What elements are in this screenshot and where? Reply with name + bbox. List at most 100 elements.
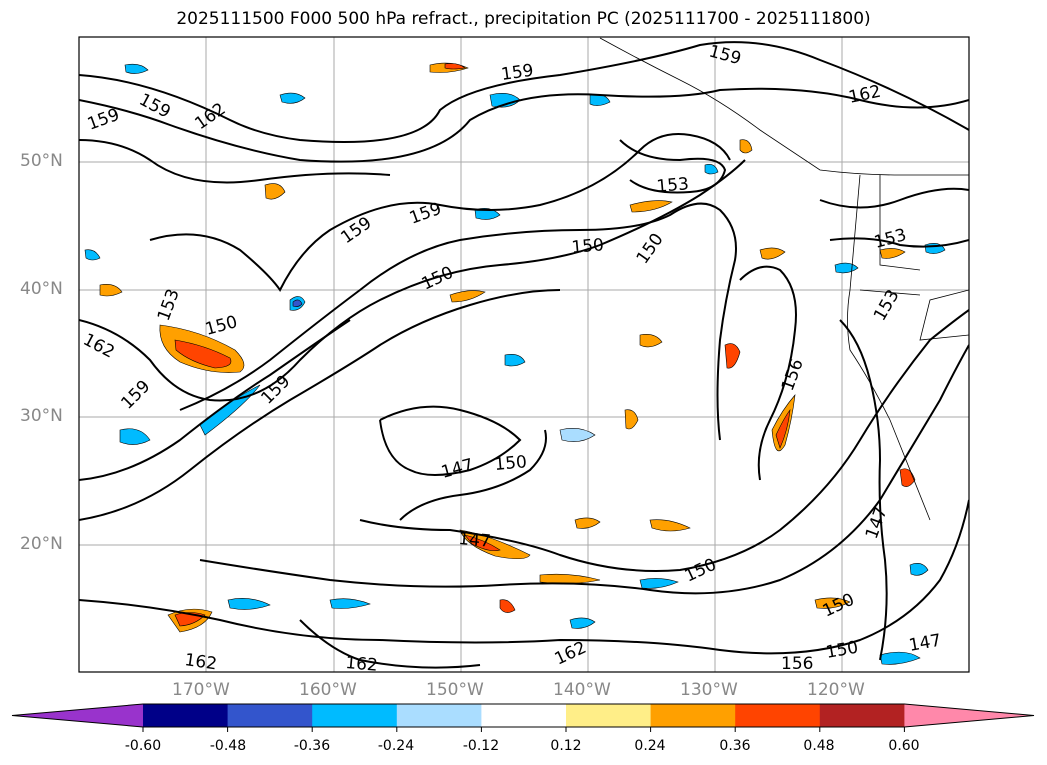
colorbar-label: -0.12 (462, 738, 500, 754)
colorbar-swatch (143, 704, 229, 727)
precip-patch (724, 343, 741, 369)
precip-patch (739, 139, 753, 154)
precip-patch (464, 534, 501, 552)
contour-line (79, 87, 969, 163)
lon-tick-label: 170°W (172, 680, 230, 700)
precip-patch (639, 578, 679, 589)
colorbar-over-arrow (904, 704, 1034, 727)
colorbar-label: 0.12 (550, 738, 582, 754)
precip-patch (879, 651, 921, 665)
contour-line (829, 237, 969, 248)
contour-line (79, 319, 351, 481)
precip-patch (814, 597, 851, 609)
precip-patch (879, 248, 906, 259)
coastline (859, 175, 921, 296)
contour-line (79, 139, 391, 184)
refractivity-contours (79, 41, 969, 669)
lat-tick-label: 30°N (20, 406, 63, 426)
plot-title: 2025111500 F000 500 hPa refract., precip… (176, 9, 871, 29)
precip-patch (569, 617, 596, 629)
colorbar-swatch (650, 704, 736, 727)
lon-tick-label: 160°W (299, 680, 357, 700)
lon-tick-label: 140°W (553, 680, 611, 700)
precip-patch (909, 563, 929, 576)
colorbar-swatch (819, 704, 905, 727)
contour-line (379, 405, 522, 476)
contour-label: 147 (458, 529, 492, 552)
precip-patch (444, 63, 466, 70)
contour-line (179, 202, 737, 441)
contour-line (299, 619, 481, 669)
colorbar-under-arrow (12, 704, 143, 727)
lat-tick-label: 40°N (20, 279, 63, 299)
contour-label: 156 (781, 654, 813, 674)
contour-label: 153 (656, 174, 690, 197)
colorbar-label: -0.60 (124, 738, 162, 754)
colorbar-swatch (227, 704, 313, 727)
contour-line (199, 344, 969, 595)
colorbar-label: 0.36 (719, 738, 751, 754)
colorbar-label: 0.60 (888, 738, 920, 754)
precip-patch (227, 598, 271, 610)
precip-patch (264, 183, 286, 200)
contour-line (839, 319, 888, 661)
precip-patch (775, 408, 791, 449)
contour-line (619, 139, 727, 194)
colorbar-label: 0.24 (634, 738, 666, 754)
contour-label: 159 (500, 61, 535, 85)
colorbar-swatch (481, 704, 567, 727)
colorbar-label: -0.36 (293, 738, 331, 754)
lat-tick-label: 20°N (20, 534, 63, 554)
contour-label: 150 (494, 452, 528, 475)
precip-patch (504, 354, 526, 367)
precip-patch (99, 284, 123, 297)
contour-line (149, 133, 731, 292)
colorbar (11, 703, 1035, 732)
contour-line (399, 429, 547, 521)
contour-line (739, 265, 797, 481)
colorbar-swatch (396, 704, 482, 727)
contour-line (79, 41, 969, 143)
precip-patch (174, 339, 232, 369)
coastline (847, 174, 931, 521)
colorbar-swatch (566, 704, 652, 727)
map-border (78, 36, 970, 673)
contour-label: 162 (345, 653, 379, 676)
colorbar-swatch (312, 704, 398, 727)
precip-patch (279, 92, 306, 104)
precip-patch (759, 247, 786, 260)
precip-patch (559, 428, 596, 442)
precip-patch (704, 164, 719, 175)
colorbar-swatch (735, 704, 821, 727)
colorbar-label: 0.48 (803, 738, 835, 754)
contour-label: 162 (183, 650, 218, 674)
contour-line (359, 309, 969, 572)
lon-tick-label: 120°W (807, 680, 865, 700)
colorbar-label: -0.48 (209, 738, 247, 754)
precip-patch (449, 290, 486, 303)
precip-patch (629, 200, 673, 213)
colorbar-label: -0.24 (377, 738, 415, 754)
contour-line (79, 289, 561, 521)
precip-patch (649, 519, 691, 532)
contour-line (819, 187, 969, 209)
precip-patch (459, 529, 531, 560)
precip-patch (474, 208, 501, 220)
precip-patch (84, 249, 101, 261)
lat-tick-label: 50°N (20, 151, 63, 171)
coastline (599, 37, 969, 176)
contour-label: 150 (571, 235, 605, 258)
precip-patch (329, 598, 371, 609)
coastline (919, 289, 969, 341)
precip-patch (499, 599, 516, 613)
precip-patch (124, 63, 149, 74)
coastlines (599, 37, 969, 521)
precip-patch (639, 334, 663, 348)
precip-patch (292, 299, 303, 307)
lon-tick-label: 130°W (680, 680, 738, 700)
contour-line (79, 499, 969, 655)
precip-patch (574, 517, 601, 529)
precip-patch (119, 428, 151, 445)
lon-tick-label: 150°W (426, 680, 484, 700)
